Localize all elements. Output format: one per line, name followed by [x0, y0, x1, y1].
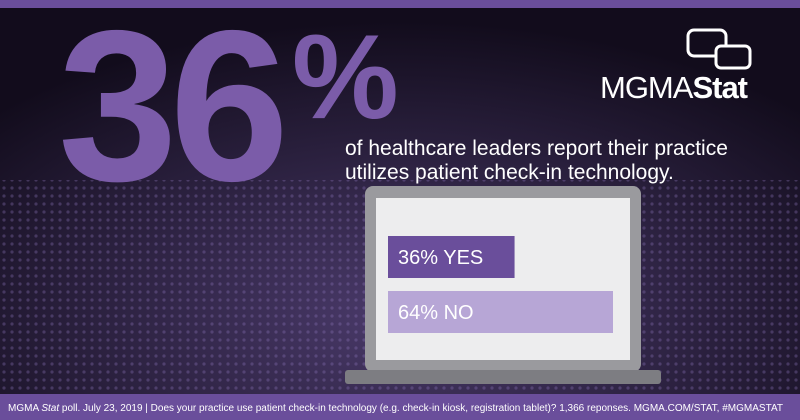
poll-label: 36% YES: [398, 247, 483, 269]
poll-label: 64% NO: [398, 302, 474, 324]
laptop: [345, 186, 661, 384]
logo-main: MGMA: [600, 70, 694, 105]
poll-bar: [388, 236, 515, 278]
chat-icon: [714, 44, 752, 70]
top-bar: [0, 0, 800, 8]
logo-text: MGMAStat: [600, 70, 748, 105]
laptop-base: [345, 370, 661, 384]
footer-note: poll. July 23, 2019 | Does your practice…: [59, 403, 783, 414]
poll-bar: [388, 291, 613, 333]
footer-bar: [0, 394, 800, 420]
statement-line: of healthcare leaders report their pract…: [345, 137, 728, 160]
headline-number: 36: [58, 0, 282, 226]
headline-symbol: %: [292, 10, 399, 144]
chat-icon: [686, 28, 728, 58]
footer-brand-italic: Stat: [41, 403, 60, 414]
poll: 36% YES 64% NO: [388, 236, 613, 333]
logo: MGMAStat: [600, 28, 752, 105]
laptop-screen: [376, 198, 630, 360]
statement-line: utilizes patient check-in technology.: [345, 161, 674, 184]
footer-brand: MGMA: [8, 403, 41, 414]
logo-accent: Stat: [692, 70, 747, 105]
footer-text: MGMA Stat poll. July 23, 2019 | Does you…: [8, 403, 783, 414]
